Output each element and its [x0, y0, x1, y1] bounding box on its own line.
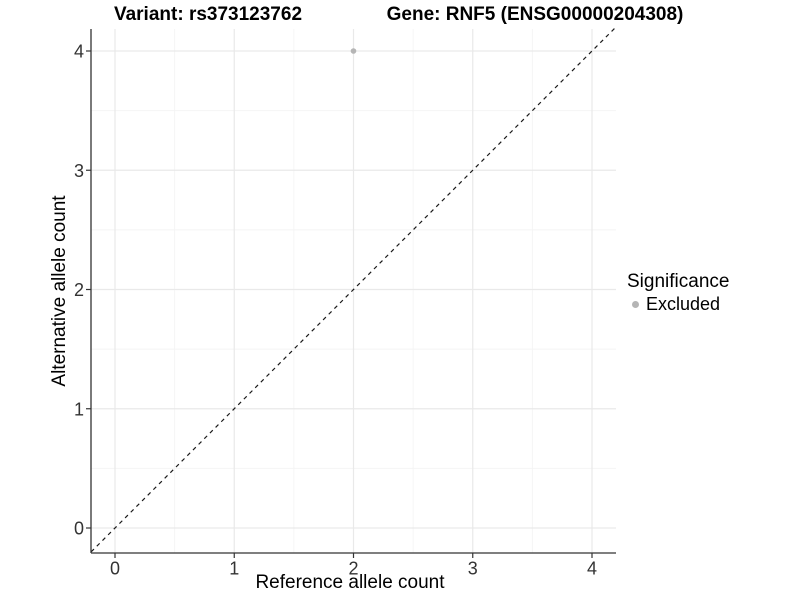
plot-title-gene: Gene: RNF5 (ENSG00000204308) [386, 4, 684, 25]
legend-entry-excluded: Excluded [627, 294, 729, 315]
legend-point-icon [632, 301, 639, 308]
y-tick-label: 4 [74, 42, 84, 62]
y-axis-title: Alternative allele count [49, 195, 70, 387]
legend-title: Significance [627, 271, 730, 292]
legend-entry-label: Excluded [646, 294, 721, 314]
y-tick-label: 0 [74, 519, 84, 539]
x-tick-label: 3 [468, 559, 478, 579]
x-tick-label: 2 [348, 559, 358, 579]
x-tick-label: 1 [229, 559, 239, 579]
y-tick-label: 2 [74, 280, 84, 300]
data-point [350, 48, 357, 54]
plot-title-variant: Variant: rs373123762 [113, 4, 303, 25]
y-tick-label: 3 [74, 161, 84, 181]
x-tick-label: 0 [110, 559, 120, 579]
x-tick-label: 4 [587, 559, 597, 579]
y-tick-label: 1 [74, 399, 84, 419]
x-axis-title: Reference allele count [255, 572, 445, 593]
identity-line [90, 26, 617, 553]
legend: Significance Excluded [627, 271, 729, 315]
